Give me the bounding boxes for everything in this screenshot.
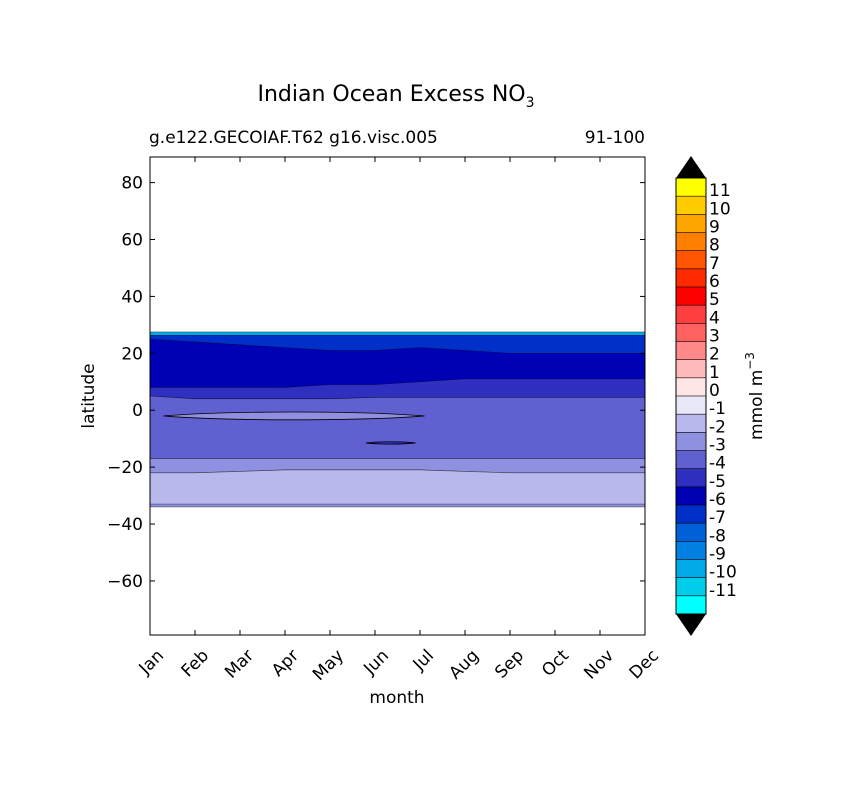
colorbar-tick-label: -1	[709, 399, 726, 419]
colorbar-tick-label: 2	[709, 345, 720, 365]
colorbar-segment	[675, 341, 707, 361]
colorbar-segment	[675, 522, 707, 542]
colorbar-tick-label: -7	[709, 508, 726, 528]
x-tick-label: Oct	[538, 646, 573, 681]
colorbar-segment	[675, 595, 707, 615]
colorbar-tick-label: 10	[709, 199, 731, 219]
colorbar-label-main: mmol m	[747, 370, 767, 440]
x-tick-label: Jan	[135, 646, 168, 679]
y-tick-label: −20	[107, 458, 143, 478]
colorbar-segment	[675, 304, 707, 324]
x-tick-label: Sep	[491, 646, 528, 683]
x-tick-label: Feb	[178, 646, 213, 681]
colorbar-segment	[675, 286, 707, 306]
colorbar-tick-label: 4	[709, 308, 720, 328]
x-tick-label: Jun	[359, 646, 393, 680]
colorbar-label: mmol m−3	[743, 352, 767, 440]
colorbar-frame	[675, 177, 707, 615]
y-tick-label: 60	[121, 231, 143, 251]
contour-bands	[150, 331, 645, 508]
colorbar-tick-label: 0	[709, 381, 720, 401]
colorbar-tick-label: -11	[709, 581, 737, 601]
colorbar-segment	[675, 432, 707, 452]
colorbar-segment	[675, 577, 707, 597]
contour-band-7	[150, 503, 645, 508]
contour-feature-0	[163, 411, 425, 421]
contour-feature-1	[365, 441, 416, 445]
colorbar-segment	[675, 268, 707, 288]
colorbar-segment	[675, 468, 707, 488]
colorbar-segment	[675, 214, 707, 234]
colorbar-segment	[675, 195, 707, 215]
plot-area: Jan Feb Mar Apr May Jun Jul Aug Sep Oct Nov Dec 80 6…	[107, 156, 663, 685]
x-tick-label: Dec	[626, 646, 663, 683]
colorbar-segment	[675, 450, 707, 470]
y-tick-label: 40	[121, 287, 143, 307]
colorbar-tick-label: 6	[709, 272, 720, 292]
colorbar-extend-top	[676, 156, 706, 178]
colorbar-tick-label: 7	[709, 254, 720, 274]
chart-subtitle-left: g.e122.GECOIAF.T62 g16.visc.005	[149, 128, 438, 148]
y-tick-label: −60	[107, 572, 143, 592]
chart-title-main: Indian Ocean Excess NO	[257, 82, 525, 107]
colorbar-segment	[675, 177, 707, 197]
colorbar-segment	[675, 504, 707, 524]
colorbar-segment	[675, 377, 707, 397]
colorbar-tick-label: 9	[709, 218, 720, 238]
contour-band-0	[150, 331, 645, 336]
colorbar-tick-label: -5	[709, 472, 726, 492]
colorbar-tick-label: 3	[709, 327, 720, 347]
y-tick-label: 20	[121, 344, 143, 364]
colorbar-tick-label: -8	[709, 526, 726, 546]
colorbar-segment	[675, 413, 707, 433]
colorbar-tick-label: -9	[709, 545, 726, 565]
colorbar-segment	[675, 486, 707, 506]
colorbar-tick-label: 8	[709, 236, 720, 256]
x-tick-label: Nov	[580, 646, 618, 684]
colorbar-tick-label: 11	[709, 181, 731, 201]
x-tick-label: Mar	[221, 646, 258, 683]
y-axis: 80 60 40 20 0 −20 −40 −60	[107, 174, 645, 592]
colorbar-tick-label: -3	[709, 436, 726, 456]
y-axis-label: latitude	[79, 363, 99, 428]
colorbar-label-superscript: −3	[743, 352, 757, 370]
x-tick-label: Aug	[445, 646, 483, 684]
colorbar-segment	[675, 250, 707, 270]
contour-band-6	[150, 469, 645, 505]
chart-title: Indian Ocean Excess NO3	[257, 82, 534, 111]
y-tick-label: −40	[107, 515, 143, 535]
x-axis-label: month	[369, 688, 424, 708]
colorbar-segment	[675, 395, 707, 415]
colorbar-tick-label: -2	[709, 417, 726, 437]
chart-title-subscript: 3	[526, 95, 535, 111]
x-tick-label: Apr	[268, 646, 303, 681]
colorbar-tick-label: -6	[709, 490, 726, 510]
x-tick-label: Jul	[409, 646, 438, 675]
colorbar-segment	[675, 232, 707, 252]
colorbar-tick-label: 5	[709, 290, 720, 310]
colorbar-segment	[675, 541, 707, 561]
plot-frame	[149, 156, 646, 636]
colorbar-tick-label: -10	[709, 563, 737, 583]
colorbar-segment	[675, 323, 707, 343]
colorbar-segment	[675, 559, 707, 579]
colorbar-tick-label: -4	[709, 454, 726, 474]
colorbar-tick-label: 1	[709, 363, 720, 383]
y-tick-label: 0	[132, 401, 143, 421]
contour-band-4	[150, 395, 645, 459]
colorbar-segment	[675, 359, 707, 379]
colorbar-extend-bottom	[676, 614, 706, 636]
y-tick-label: 80	[121, 174, 143, 194]
x-tick-label: May	[309, 646, 348, 685]
chart-subtitle-right: 91-100	[585, 128, 645, 148]
